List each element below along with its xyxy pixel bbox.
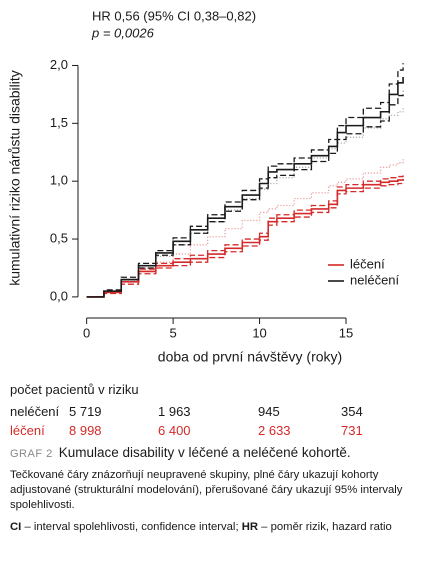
y-tick-label: 1,5 xyxy=(50,115,68,130)
risk-count: 6 400 xyxy=(158,423,191,438)
abbr: HR xyxy=(241,521,259,533)
x-tick-label: 5 xyxy=(169,325,176,340)
risk-count: 354 xyxy=(341,404,363,419)
legend-label: neléčení xyxy=(350,272,400,287)
y-axis-label: kumulativní riziko nárůstu disability xyxy=(7,70,23,286)
annotation: p = 0,0026 xyxy=(91,25,155,40)
caption-text: Tečkované čáry znázorňují neupravené sku… xyxy=(10,469,403,511)
legend-label: léčení xyxy=(350,256,385,271)
caption-title: Kumulace disability v léčené a neléčené … xyxy=(58,445,351,460)
x-tick-label: 10 xyxy=(252,325,266,340)
risk-count: 945 xyxy=(258,404,280,419)
series-line xyxy=(86,178,404,298)
y-tick-label: 2,0 xyxy=(50,57,68,72)
caption-footnote: CI – interval spolehlivosti, confidence … xyxy=(10,521,416,533)
annotation: HR 0,56 (95% CI 0,38–0,82) xyxy=(92,8,256,23)
risk-row-label: neléčení xyxy=(10,404,60,419)
risk-row-label: léčení xyxy=(10,423,45,438)
abbr-text: – interval spolehlivosti, confidence int… xyxy=(21,521,242,533)
series-line xyxy=(86,77,404,298)
abbr: CI xyxy=(10,521,22,533)
risk-count: 1 963 xyxy=(158,404,191,419)
y-tick-label: 0,5 xyxy=(50,230,68,245)
series-line xyxy=(86,159,404,298)
abbr-text: – poměr rizik, hazard ratio xyxy=(258,521,392,533)
risk-count: 2 633 xyxy=(258,423,291,438)
chart: HR 0,56 (95% CI 0,38–0,82) p = 0,0026 ku… xyxy=(7,8,404,365)
risk-count: 5 719 xyxy=(69,404,102,419)
risk-count: 731 xyxy=(341,423,363,438)
y-tick-label: 0,0 xyxy=(50,288,68,303)
y-tick-label: 1,0 xyxy=(50,173,68,188)
x-tick-label: 15 xyxy=(339,325,353,340)
caption-heading: GRAF 2 Kumulace disability v léčené a nel… xyxy=(10,445,416,460)
risk-count: 8 998 xyxy=(69,423,102,438)
x-tick-label: 0 xyxy=(83,325,90,340)
caption-label: GRAF 2 xyxy=(10,448,53,460)
caption: GRAF 2 Kumulace disability v léčené a nel… xyxy=(10,445,416,533)
x-axis-label: doba od první návštěvy (roky) xyxy=(158,349,342,365)
risk-title: počet pacientů v riziku xyxy=(10,382,139,397)
